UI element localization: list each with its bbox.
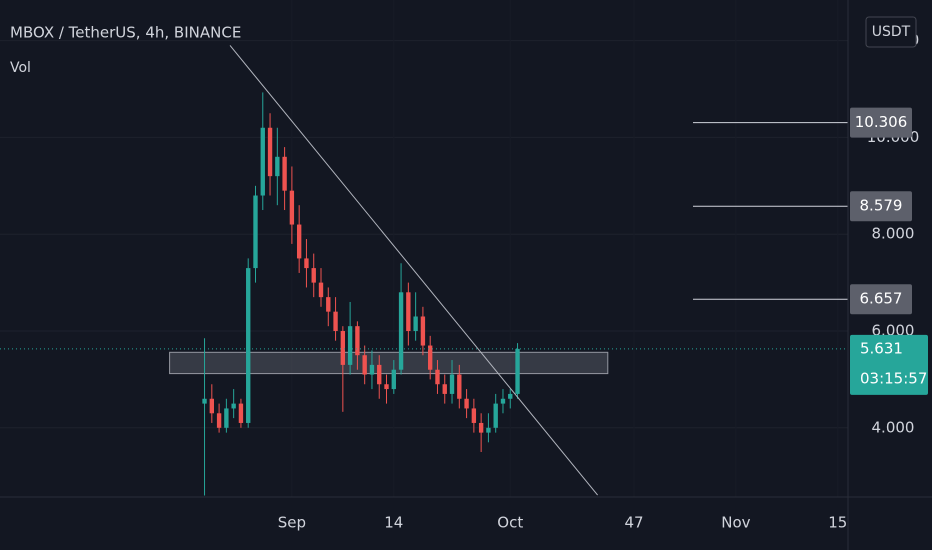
candle-body bbox=[508, 393, 513, 399]
candle-body bbox=[267, 127, 273, 177]
candle-body bbox=[282, 156, 287, 191]
current-price-badge bbox=[850, 334, 928, 395]
candle-body bbox=[478, 422, 484, 433]
candle-body bbox=[333, 311, 338, 332]
level-badge bbox=[850, 107, 912, 138]
y-tick-label: 8.000 bbox=[872, 225, 915, 243]
candle-body bbox=[275, 156, 280, 177]
candle-body bbox=[318, 282, 324, 298]
candle-body bbox=[435, 369, 440, 385]
x-tick-label: Sep bbox=[278, 514, 306, 532]
x-tick-label: Oct bbox=[497, 514, 523, 532]
x-tick-label: 47 bbox=[624, 514, 643, 532]
candle-body bbox=[209, 398, 215, 414]
currency-label: USDT bbox=[872, 24, 911, 40]
candle-body bbox=[246, 268, 251, 423]
candle-body bbox=[449, 374, 455, 394]
current-price-label: 5.631 bbox=[860, 339, 903, 357]
candle-body bbox=[253, 195, 258, 269]
candle-body bbox=[326, 297, 331, 312]
candle-body bbox=[420, 316, 426, 346]
x-tick-label: 14 bbox=[384, 514, 403, 532]
zone bbox=[169, 351, 609, 375]
countdown-label: 03:15:57 bbox=[860, 369, 927, 387]
candle-body bbox=[486, 427, 491, 433]
candle-body bbox=[311, 268, 316, 283]
candle-body bbox=[384, 384, 389, 390]
candle-body bbox=[347, 326, 353, 365]
candle-body bbox=[406, 292, 411, 332]
candle-body bbox=[391, 369, 396, 390]
candle-body bbox=[413, 316, 418, 332]
candle-body bbox=[515, 348, 520, 394]
candle-body bbox=[471, 408, 477, 423]
candle-body bbox=[340, 331, 346, 365]
candle-body bbox=[296, 224, 302, 259]
candle-body bbox=[260, 127, 265, 196]
chart-subtitle: Vol bbox=[10, 60, 31, 76]
level-label: 6.657 bbox=[860, 290, 903, 308]
candle-body bbox=[231, 403, 236, 409]
chart-title: MBOX / TetherUS, 4h, BINANCE bbox=[10, 24, 241, 42]
candle-body bbox=[289, 190, 295, 225]
candle-body bbox=[377, 364, 382, 385]
y-tick-label: 4.000 bbox=[872, 418, 915, 436]
candle-body bbox=[428, 345, 433, 370]
candle-body bbox=[216, 413, 222, 428]
currency-badge[interactable] bbox=[865, 16, 917, 48]
candle-body bbox=[493, 403, 498, 428]
trendline bbox=[229, 45, 598, 496]
level-label: 8.579 bbox=[860, 197, 903, 215]
level-badge bbox=[850, 284, 912, 315]
candle-body bbox=[500, 398, 506, 404]
candle-body bbox=[304, 258, 309, 269]
candle-body bbox=[442, 384, 447, 394]
candle-body bbox=[398, 292, 404, 370]
level-badge bbox=[850, 191, 912, 222]
candle-body bbox=[202, 398, 207, 404]
candle-body bbox=[457, 374, 462, 399]
x-tick-label: Nov bbox=[721, 514, 750, 532]
candle-body bbox=[238, 403, 244, 423]
candle-body bbox=[464, 398, 469, 409]
candle-body bbox=[369, 364, 375, 375]
x-tick-label: 15 bbox=[828, 514, 847, 532]
level-label: 10.306 bbox=[855, 113, 908, 131]
candle-body bbox=[224, 408, 229, 428]
candle-body bbox=[355, 326, 360, 356]
candle-body bbox=[362, 355, 367, 375]
